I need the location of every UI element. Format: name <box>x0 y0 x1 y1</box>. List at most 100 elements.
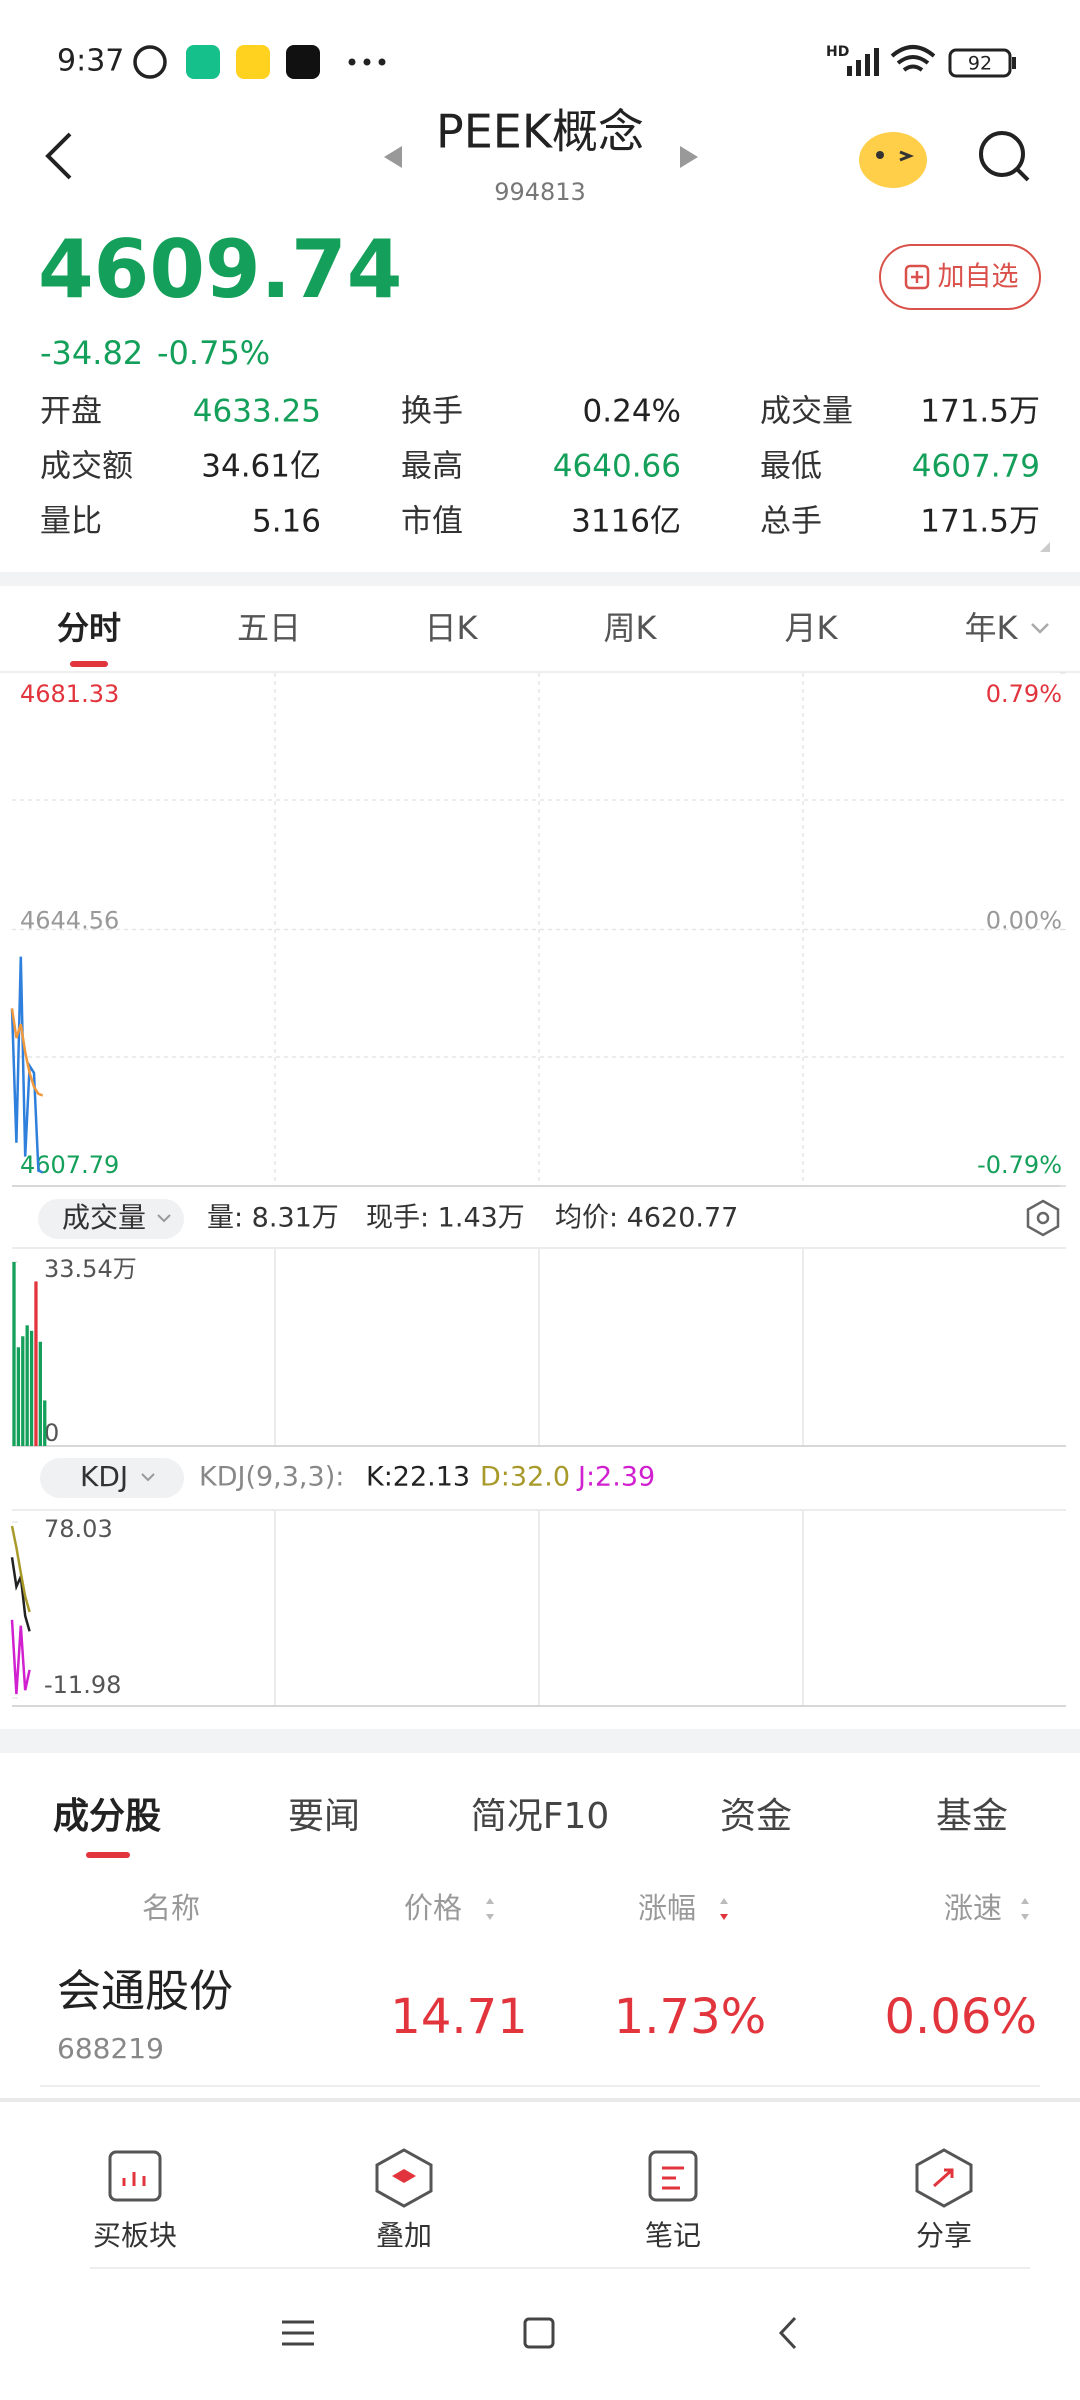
stat-value: 4607.79 <box>912 449 1040 485</box>
column-header[interactable]: 价格 <box>404 1891 462 1925</box>
title: PEEK概念 <box>436 105 644 159</box>
y2-tick-label: -0.79% <box>977 1151 1062 1179</box>
section-tab[interactable]: 基金 <box>936 1796 1008 1837</box>
stat-label: 成交额 <box>40 449 133 485</box>
indicator-name[interactable]: KDJ <box>80 1460 128 1493</box>
stock-code: 688219 <box>57 2032 164 2065</box>
divider <box>0 1729 1080 1753</box>
stat-label: 总手 <box>760 504 822 540</box>
period-tab[interactable]: 五日 <box>237 609 301 647</box>
section-tab[interactable]: 要闻 <box>288 1796 360 1837</box>
stat-label: 最高 <box>401 449 463 485</box>
y2-tick-label: 0.79% <box>986 680 1062 708</box>
tab-indicator <box>70 661 108 667</box>
period-tab[interactable]: 周K <box>604 609 658 647</box>
dot <box>363 58 371 66</box>
toolbar-label[interactable]: 笔记 <box>645 2219 701 2252</box>
volume-bar <box>38 1341 42 1446</box>
kdj-k: K:22.13 <box>366 1462 470 1493</box>
section-tab[interactable]: 成分股 <box>53 1796 161 1837</box>
tab-indicator <box>86 1852 130 1858</box>
kdj-d: D:32.0 <box>480 1462 570 1493</box>
prev-button[interactable] <box>384 146 402 168</box>
stat-value: 4640.66 <box>553 449 681 485</box>
column-header[interactable]: 涨幅 <box>638 1891 696 1925</box>
stat-label: 最低 <box>760 449 822 485</box>
stat-value: 171.5万 <box>920 394 1040 430</box>
next-button[interactable] <box>680 146 698 168</box>
dot <box>378 58 386 66</box>
nav-home[interactable] <box>523 2317 555 2349</box>
kdj-params: KDJ(9,3,3): <box>199 1462 344 1493</box>
period-tab[interactable]: 月K <box>785 609 839 647</box>
settings-icon <box>1036 1211 1050 1225</box>
stock-name: 会通股份 <box>57 1966 233 2017</box>
stock-price: 14.71 <box>390 1989 527 2045</box>
app-icon <box>286 45 320 79</box>
nav-menu[interactable] <box>282 2320 314 2346</box>
watch-icon-plus <box>911 271 923 283</box>
y2-tick-label: 0.00% <box>986 907 1062 935</box>
y-tick-label: 33.54万 <box>44 1255 137 1283</box>
search-button[interactable] <box>979 131 1030 182</box>
clock: 9:37 <box>57 44 124 79</box>
series-line <box>10 1525 31 1613</box>
kdj-j: J:2.39 <box>576 1462 655 1493</box>
stat-value: 3116亿 <box>571 504 681 540</box>
watch-button[interactable] <box>879 244 1041 310</box>
period-tab[interactable]: 分时 <box>57 609 121 647</box>
y-tick-label: 4644.56 <box>20 907 119 935</box>
dropdown-arrow[interactable] <box>1031 623 1049 634</box>
signal-icon <box>847 48 879 76</box>
period-tab[interactable]: 年K <box>965 609 1019 647</box>
stat-label: 量比 <box>40 504 102 540</box>
app-icon <box>186 45 220 79</box>
toolbar-label[interactable]: 买板块 <box>93 2219 177 2252</box>
volume-bar <box>16 1347 21 1446</box>
period-tab[interactable]: 日K <box>425 609 479 647</box>
indicator-selector[interactable] <box>38 1199 184 1239</box>
back-button[interactable] <box>45 132 72 180</box>
series-line <box>10 1619 31 1695</box>
series-line <box>10 956 44 1174</box>
sort-arrows <box>486 1898 1029 1920</box>
stock-change: 1.73% <box>614 1989 766 2045</box>
volume-bar <box>29 1330 34 1446</box>
column-header[interactable]: 涨速 <box>944 1891 1002 1925</box>
expand-corner[interactable] <box>1040 542 1050 552</box>
indicator-selector[interactable] <box>40 1458 184 1498</box>
divider <box>0 572 1080 586</box>
toolbar-icons <box>108 2148 973 2208</box>
column-header: 名称 <box>142 1891 200 1925</box>
toolbar-label[interactable]: 叠加 <box>376 2219 432 2252</box>
section-tab[interactable]: 简况F10 <box>471 1796 610 1837</box>
volume-bar <box>21 1336 25 1446</box>
y-tick-label: -11.98 <box>44 1671 121 1699</box>
toolbar-label[interactable]: 分享 <box>916 2219 972 2252</box>
chart-grid <box>12 673 1066 1707</box>
stat-label: 市值 <box>401 504 463 540</box>
battery-tip <box>1012 57 1016 69</box>
code: 994813 <box>494 178 586 206</box>
mascot <box>859 132 927 188</box>
stat-label: 开盘 <box>40 394 102 430</box>
bottom-bar <box>0 2100 1080 2400</box>
settings-button[interactable] <box>1026 1199 1060 1237</box>
watch-label: 加自选 <box>938 262 1019 293</box>
volume-bar <box>25 1325 29 1446</box>
volume-bar <box>43 1400 47 1446</box>
network-type: HD <box>826 44 849 60</box>
battery-icon <box>948 48 1012 78</box>
section-tab[interactable]: 资金 <box>720 1796 792 1837</box>
nav-back[interactable] <box>778 2316 797 2350</box>
indicator-name[interactable]: 成交量 <box>62 1201 146 1234</box>
y-tick-label: 4607.79 <box>20 1151 119 1179</box>
stat-value: 34.61亿 <box>201 449 321 485</box>
dot <box>348 58 356 66</box>
stat-label: 成交量 <box>760 394 853 430</box>
stat-label: 换手 <box>401 394 463 430</box>
stock-speed: 0.06% <box>885 1989 1037 2045</box>
stat-value: 0.24% <box>583 394 681 430</box>
dropdown-arrow <box>157 1214 171 1223</box>
